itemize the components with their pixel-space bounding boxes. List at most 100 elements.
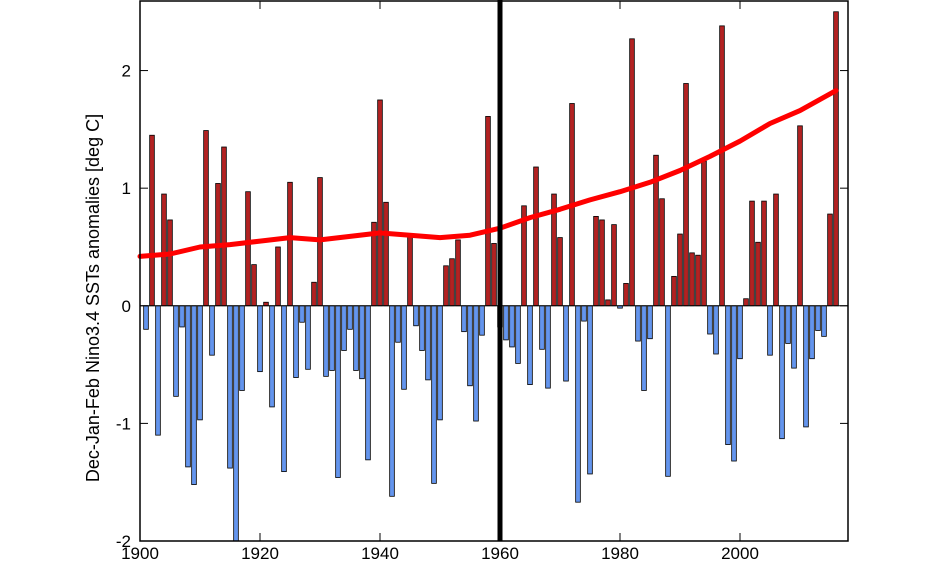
- y-tick-label--2: -2: [116, 532, 131, 551]
- bar-2007: [779, 305, 785, 440]
- bar-1914: [221, 146, 227, 307]
- bar-1936: [353, 305, 359, 371]
- bar-1909: [191, 305, 197, 485]
- bar-1917: [239, 305, 245, 391]
- bar-1935: [347, 305, 353, 330]
- bar-1992: [689, 252, 695, 307]
- bar-1970: [557, 237, 563, 307]
- bar-1922: [269, 305, 275, 408]
- y-axis-title: Dec-Jan-Feb Nino3.4 SSTs anomalies [deg …: [83, 114, 103, 482]
- bar-1957: [479, 305, 485, 336]
- bar-1907: [179, 305, 185, 328]
- bar-1990: [677, 233, 683, 307]
- bar-1997: [719, 25, 725, 307]
- y-tick-label-0: 0: [122, 297, 131, 316]
- bar-2016: [833, 11, 839, 307]
- bar-1977: [599, 219, 605, 307]
- bar-1988: [665, 305, 671, 477]
- bar-1991: [683, 83, 689, 307]
- x-tick-label-1940: 1940: [361, 544, 399, 563]
- bar-1920: [257, 305, 263, 373]
- bar-1918: [245, 191, 251, 307]
- bar-1912: [209, 305, 215, 356]
- bar-1974: [581, 305, 587, 322]
- bar-2006: [773, 193, 779, 307]
- y-tick-label-1: 1: [122, 179, 131, 198]
- bar-1952: [449, 258, 455, 307]
- bar-1925: [287, 181, 293, 307]
- bar-1962: [509, 305, 515, 348]
- bar-1901: [143, 305, 149, 330]
- bar-2012: [809, 305, 815, 360]
- bar-1926: [293, 305, 299, 378]
- bar-1965: [527, 305, 533, 385]
- bar-1966: [533, 166, 539, 307]
- x-tick-label-1900: 1900: [121, 544, 159, 563]
- bar-2009: [791, 305, 797, 369]
- x-tick-label-1920: 1920: [241, 544, 279, 563]
- bar-1976: [593, 215, 599, 307]
- bar-1958: [485, 116, 491, 307]
- bar-1998: [725, 305, 731, 445]
- bar-2002: [749, 200, 755, 307]
- bar-1928: [305, 305, 311, 370]
- bar-1959: [491, 243, 497, 307]
- y-tick-label--1: -1: [116, 414, 131, 433]
- trend-line: [137, 88, 839, 259]
- bar-2001: [743, 298, 749, 307]
- bar-1908: [185, 305, 191, 468]
- bar-1982: [629, 38, 635, 307]
- bar-1927: [299, 305, 305, 323]
- x-tick-label-2000: 2000: [721, 544, 759, 563]
- bar-1968: [545, 305, 551, 389]
- bar-1947: [419, 305, 425, 351]
- x-tick-label-1960: 1960: [481, 544, 519, 563]
- bar-1942: [389, 305, 395, 497]
- bar-1979: [611, 224, 617, 307]
- bar-1933: [335, 305, 341, 478]
- bar-1904: [161, 193, 167, 307]
- bar-1955: [467, 305, 473, 387]
- bar-1978: [605, 299, 611, 307]
- bar-2013: [815, 305, 821, 331]
- y-tick-label-2: 2: [122, 62, 131, 81]
- bar-1929: [311, 281, 317, 307]
- bar-1946: [413, 305, 419, 327]
- bar-1963: [515, 305, 521, 364]
- bar-1902: [149, 134, 155, 307]
- bar-2014: [821, 305, 827, 337]
- bar-1984: [641, 305, 647, 391]
- bar-1954: [461, 305, 467, 333]
- bar-1943: [395, 305, 401, 343]
- bar-1951: [443, 265, 449, 307]
- bar-1945: [407, 233, 413, 307]
- bar-1985: [647, 305, 653, 340]
- bar-1994: [701, 160, 707, 307]
- bar-1999: [731, 305, 737, 462]
- bar-1987: [659, 198, 665, 307]
- bar-2008: [785, 305, 791, 344]
- bar-1911: [203, 130, 209, 307]
- bar-2004: [761, 200, 767, 307]
- bar-1937: [359, 305, 365, 380]
- bar-2010: [797, 125, 803, 307]
- bar-1931: [323, 305, 329, 377]
- bar-1944: [401, 305, 407, 390]
- bar-2005: [767, 305, 773, 356]
- bar-1993: [695, 254, 701, 307]
- bar-1906: [173, 305, 179, 397]
- bar-1934: [341, 305, 347, 351]
- plot-frame: [139, 0, 849, 542]
- bar-2003: [755, 241, 761, 307]
- bar-1950: [437, 305, 443, 421]
- bar-1948: [425, 305, 431, 381]
- bar-1916: [233, 305, 239, 542]
- bar-1971: [563, 305, 569, 382]
- bar-1941: [383, 201, 389, 307]
- bar-1949: [431, 305, 437, 484]
- bar-1910: [197, 305, 203, 421]
- bar-1975: [587, 305, 593, 475]
- bar-1932: [329, 305, 335, 371]
- bar-1923: [275, 246, 281, 307]
